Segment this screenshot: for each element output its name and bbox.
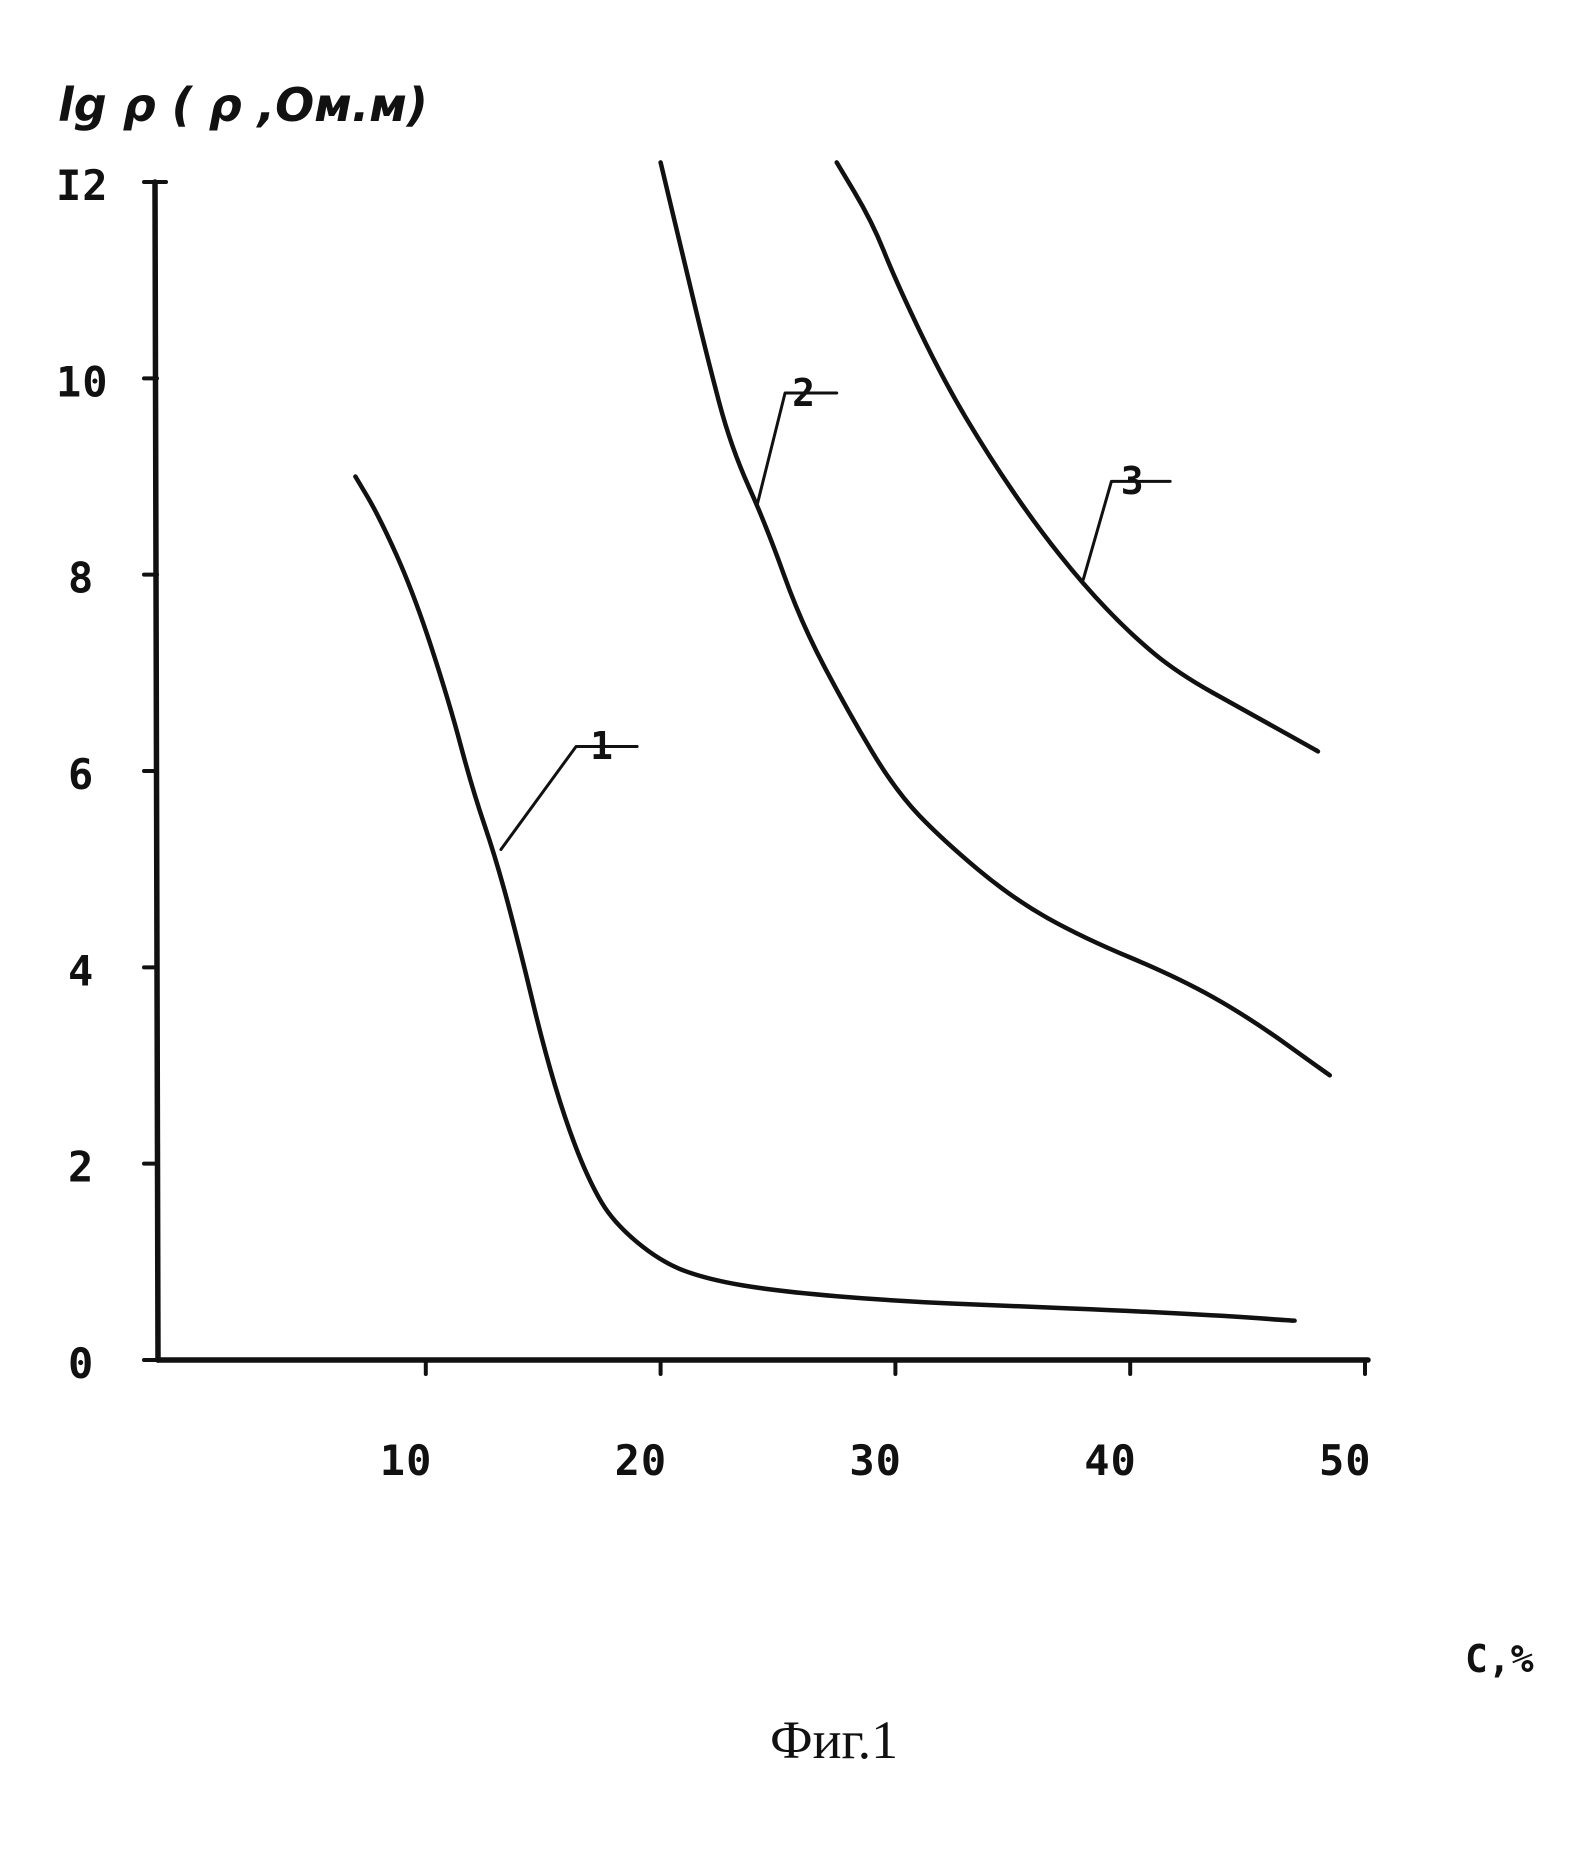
x-tick-label-2: 30 xyxy=(849,1436,902,1485)
x-tick-label-3: 40 xyxy=(1084,1436,1137,1485)
y-tick-label-5: 10 xyxy=(56,357,109,406)
series-line-1 xyxy=(355,477,1294,1321)
y-tick-label-4: 8 xyxy=(68,554,94,603)
x-axis-title: C,% xyxy=(1465,1637,1534,1681)
series-line-3 xyxy=(837,162,1318,751)
label-layer: 10 20 30 40 50 0 2 4 6 8 10 I2 1 2 3 xyxy=(56,161,1372,1485)
x-tick-label-4: 50 xyxy=(1319,1436,1372,1485)
y-tick-label-1: 2 xyxy=(68,1143,94,1192)
series-label-leader-1 xyxy=(501,746,637,849)
x-tick-label-0: 10 xyxy=(380,1436,433,1485)
curve-layer xyxy=(355,162,1329,1320)
y-tick-label-0: 0 xyxy=(68,1339,94,1388)
figure-caption: Фиг.1 xyxy=(770,1710,898,1770)
series-label-1: 1 xyxy=(590,724,613,768)
y-axis-title: lg ρ ( ρ ,Ом.м) xyxy=(58,78,428,132)
y-tick-label-6: I2 xyxy=(56,161,109,210)
y-tick-label-2: 4 xyxy=(68,946,94,995)
tick-layer xyxy=(144,182,1365,1374)
y-tick-label-3: 6 xyxy=(68,750,94,799)
series-line-2 xyxy=(661,162,1330,1075)
series-label-3: 3 xyxy=(1121,459,1144,503)
x-tick-label-1: 20 xyxy=(615,1436,668,1485)
series-label-2: 2 xyxy=(792,371,815,415)
